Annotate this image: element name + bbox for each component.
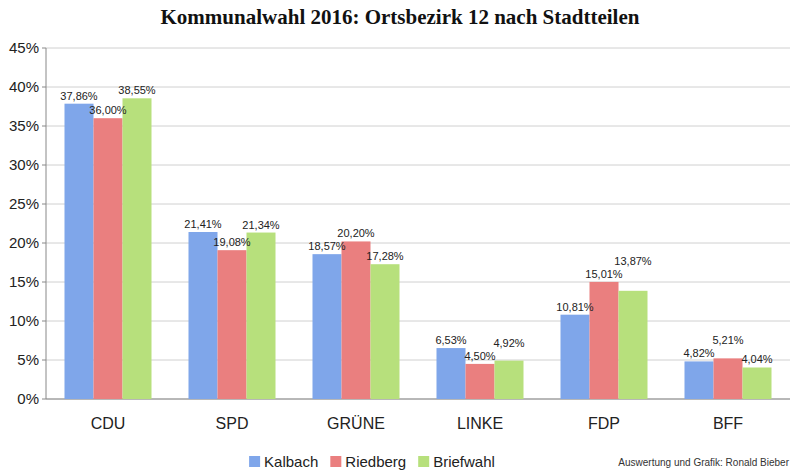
legend-swatch [418,456,429,467]
grid-line [46,87,790,88]
data-label: 4,50% [464,350,495,362]
tick-mark [42,126,46,127]
bar [218,250,247,399]
chart: Kommunalwahl 2016: Ortsbezirk 12 nach St… [0,0,797,475]
bar [561,315,590,399]
tick-mark [42,204,46,205]
bar [65,104,94,399]
tick-label: 25% [9,195,39,212]
data-label: 6,53% [435,334,466,346]
category-label: SPD [216,415,249,432]
data-label: 13,87% [614,255,652,267]
bar [685,361,714,399]
data-label: 37,86% [60,90,98,102]
grid-line [46,204,790,205]
bar [714,358,743,399]
tick-mark [42,87,46,88]
title: Kommunalwahl 2016: Ortsbezirk 12 nach St… [161,5,640,29]
bar [189,232,218,399]
tick-mark [42,165,46,166]
category-label: LINKE [457,415,503,432]
grid-line [46,243,790,244]
tick-label: 35% [9,117,39,134]
grid-line [46,48,790,49]
data-label: 21,41% [184,218,222,230]
data-label: 21,34% [242,219,280,231]
data-label: 18,57% [308,240,346,252]
bar [371,264,400,399]
y-axis: 0% 5% 10% 15% 20% 25% 30% 35% 40% 45% [9,39,790,407]
legend-swatch [330,456,341,467]
legend-label: Riedberg [345,453,406,470]
bar [466,364,495,399]
bar [313,254,342,399]
grid-line [46,165,790,166]
legend: Kalbach Riedberg Briefwahl [249,453,495,470]
bar [342,241,371,399]
grid-line [46,360,790,361]
data-label: 4,82% [683,347,714,359]
tick-label: 5% [17,351,39,368]
data-label: 15,01% [585,268,623,280]
category-label: CDU [91,415,126,432]
data-label: 38,55% [118,84,156,96]
axis-line [46,48,47,399]
x-axis: CDU SPD GRÜNE LINKE FDP BFF [91,415,744,432]
tick-label: 15% [9,273,39,290]
tick-label: 20% [9,234,39,251]
legend-label: Briefwahl [433,453,495,470]
data-label: 20,20% [337,227,375,239]
tick-label: 45% [9,39,39,56]
bar [123,98,152,399]
bar [590,282,619,399]
category-label: FDP [588,415,620,432]
legend-label: Kalbach [264,453,318,470]
axis-line [46,399,790,400]
grid-line [46,282,790,283]
category-label: GRÜNE [327,415,385,432]
bars [65,98,772,399]
annotation: Auswertung und Grafik: Ronald Bieber [618,457,789,468]
tick-mark [42,282,46,283]
data-label: 5,21% [712,334,743,346]
data-labels: 37,86% 36,00% 38,55% 21,41% 19,08% 21,34% 18,5… [60,84,772,365]
tick-mark [42,399,46,400]
grid-line [46,399,790,400]
grid-line [46,321,790,322]
bar [619,291,648,399]
data-label: 4,04% [741,353,772,365]
tick-label: 30% [9,156,39,173]
category-label: BFF [713,415,743,432]
grid-line [46,126,790,127]
tick-mark [42,243,46,244]
tick-mark [42,48,46,49]
tick-mark [42,360,46,361]
bar [94,118,123,399]
tick-label: 10% [9,312,39,329]
bar [437,348,466,399]
bar [743,367,772,399]
tick-mark [42,321,46,322]
data-label: 36,00% [89,104,127,116]
legend-swatch [249,456,260,467]
tick-label: 0% [17,390,39,407]
data-label: 17,28% [366,250,404,262]
bar [247,233,276,399]
data-label: 4,92% [493,337,524,349]
bar [495,361,524,399]
data-label: 19,08% [213,236,251,248]
data-label: 10,81% [556,301,594,313]
tick-label: 40% [9,78,39,95]
